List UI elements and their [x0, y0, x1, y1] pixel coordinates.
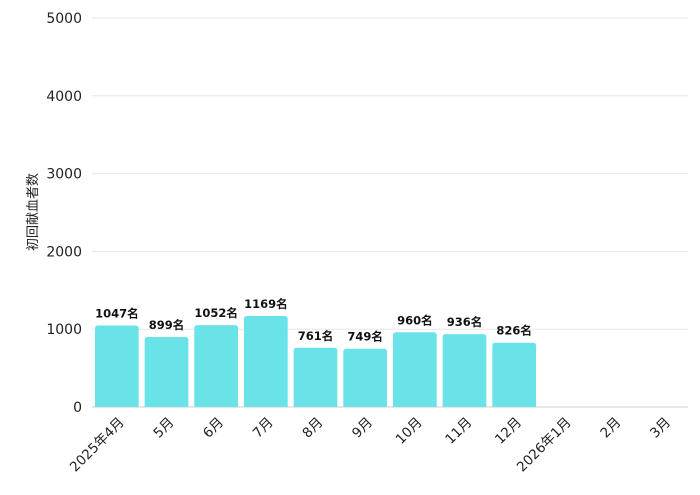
- bar: [392, 332, 437, 407]
- x-tick-label: 7月: [250, 415, 277, 442]
- data-label: 936名: [447, 315, 483, 329]
- bar: [442, 334, 487, 407]
- data-label: 1047名: [95, 307, 139, 321]
- data-label: 1052名: [194, 306, 238, 320]
- data-label: 960名: [397, 313, 433, 327]
- y-axis-ticks: 0 1000 2000 3000 4000 5000: [46, 11, 82, 416]
- x-tick-label: 2026年1月: [514, 415, 575, 476]
- x-tick-label: 2025年4月: [67, 415, 128, 476]
- x-tick-label: 5月: [150, 415, 177, 442]
- y-tick-label: 3000: [46, 167, 82, 183]
- y-tick-label: 1000: [46, 322, 82, 338]
- y-tick-label: 5000: [46, 11, 82, 27]
- x-tick-label: 8月: [299, 415, 326, 442]
- data-label: 749名: [347, 330, 383, 344]
- x-tick-label: 12月: [492, 415, 525, 448]
- x-tick-label: 2月: [597, 415, 624, 442]
- x-tick-label: 6月: [200, 415, 227, 442]
- bar: [492, 342, 537, 407]
- bar: [343, 348, 388, 407]
- bar: [144, 337, 189, 407]
- data-label: 1169名: [244, 297, 288, 311]
- gridlines: [92, 17, 688, 408]
- bar: [293, 347, 338, 407]
- bars: [94, 316, 537, 407]
- data-label: 899名: [149, 318, 185, 332]
- data-label: 826名: [496, 324, 532, 338]
- y-tick-label: 4000: [46, 89, 82, 105]
- bar: [243, 316, 288, 407]
- x-tick-label: 9月: [349, 415, 376, 442]
- y-tick-label: 0: [73, 400, 82, 416]
- data-labels: 1047名 899名 1052名 1169名 761名 749名 960名 936名 826名: [95, 297, 532, 344]
- x-tick-label: 3月: [647, 415, 674, 442]
- y-tick-label: 2000: [46, 244, 82, 260]
- y-axis-label: 初回献血者数: [26, 173, 41, 251]
- data-label: 761名: [298, 329, 334, 343]
- bar: [94, 325, 139, 407]
- x-tick-label: 11月: [442, 415, 475, 448]
- x-tick-label: 10月: [393, 415, 426, 448]
- bar: [194, 325, 239, 407]
